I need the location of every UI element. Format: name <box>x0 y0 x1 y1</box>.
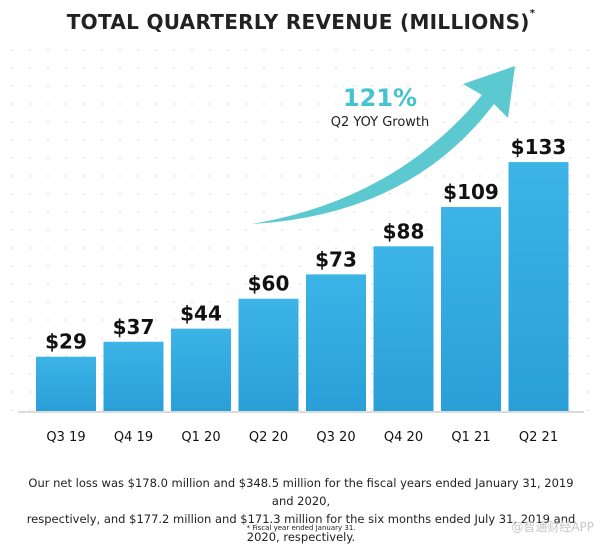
title-asterisk: * <box>529 8 536 19</box>
bar-value-label: $88 <box>383 219 425 243</box>
growth-arrow <box>252 66 515 224</box>
footnote-line-1: Our net loss was $178.0 million and $348… <box>28 476 574 508</box>
bar <box>306 274 366 411</box>
bar <box>36 356 96 411</box>
x-tick-label: Q1 21 <box>451 430 490 445</box>
bar-value-label: $29 <box>45 330 87 354</box>
bar-value-label: $73 <box>315 247 357 271</box>
x-tick-label: Q4 19 <box>114 430 153 445</box>
bar <box>103 341 164 411</box>
bar <box>508 162 569 411</box>
x-tick-label: Q1 20 <box>181 430 220 445</box>
bar-value-label: $44 <box>180 302 222 326</box>
bar-value-label: $133 <box>511 135 567 159</box>
bar-value-label: $109 <box>443 180 499 204</box>
bar-value-label: $60 <box>248 272 290 296</box>
fiscal-note: * Fiscal year ended January 31. <box>246 524 356 532</box>
x-tick-label: Q4 20 <box>384 430 423 445</box>
bar-value-label: $37 <box>113 315 155 339</box>
x-tick-label: Q2 21 <box>519 430 558 445</box>
chart-title: TOTAL QUARTERLY REVENUE (MILLIONS)* <box>66 8 536 34</box>
bar <box>441 207 501 411</box>
x-tick-label: Q3 19 <box>46 430 85 445</box>
footnote-line-2: respectively, and $177.2 million and $17… <box>26 512 576 544</box>
bar <box>373 246 434 411</box>
x-tick-label: Q3 20 <box>316 430 355 445</box>
watermark: @智通财经APP <box>511 520 594 534</box>
growth-label: Q2 YOY Growth <box>330 115 430 130</box>
bar <box>171 328 231 411</box>
growth-percentage: 121% <box>342 84 418 112</box>
bar <box>238 298 299 411</box>
footnote: Our net loss was $178.0 million and $348… <box>20 474 582 546</box>
x-tick-label: Q2 20 <box>249 430 288 445</box>
